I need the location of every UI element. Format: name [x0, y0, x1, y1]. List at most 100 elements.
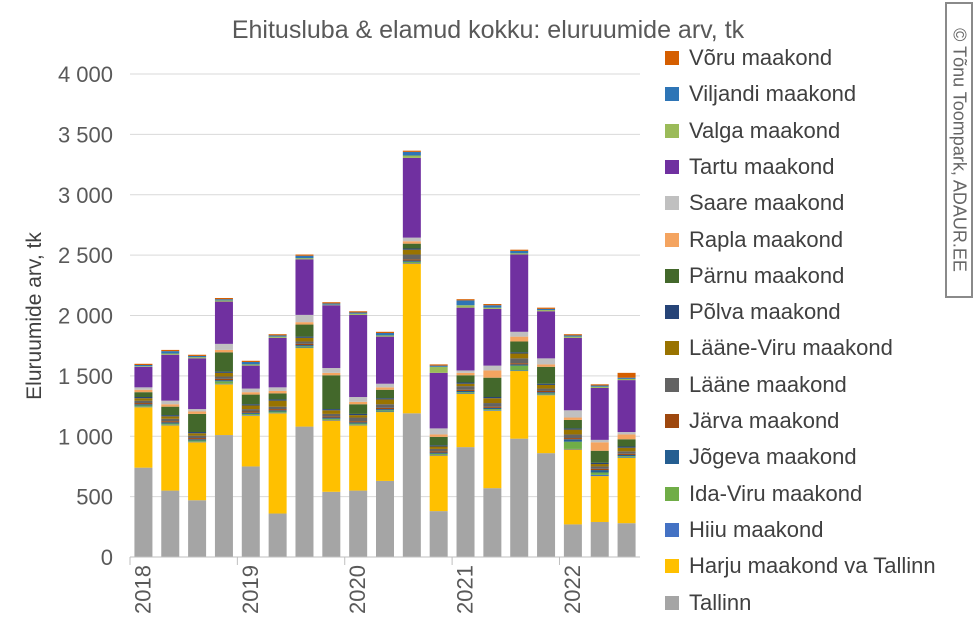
bar-segment — [402, 155, 421, 158]
bar-segment — [429, 436, 448, 446]
bar-segment — [134, 365, 153, 367]
bar-segment — [402, 263, 421, 414]
bar-segment — [268, 409, 287, 411]
legend-label: Ida-Viru maakond — [689, 480, 863, 506]
bar-segment — [322, 491, 341, 557]
legend-item: Rapla maakond — [665, 227, 843, 252]
legend-label: Harju maakond va Tallinn — [689, 553, 936, 579]
chart-title: Ehitusluba & elamud kokku: eluruumide ar… — [232, 16, 745, 44]
bar-segment — [295, 347, 314, 349]
bar-segment — [590, 474, 609, 477]
bar-segment — [429, 446, 448, 449]
bar-segment — [134, 366, 153, 388]
bar-segment — [161, 400, 180, 405]
bar-segment — [214, 297, 233, 300]
bar-segment — [617, 447, 636, 452]
bar-segment — [134, 407, 153, 468]
bar-segment — [295, 324, 314, 337]
bar-segment — [510, 249, 529, 251]
bar-segment — [483, 397, 502, 399]
bar-segment — [617, 432, 636, 435]
bar-segment — [483, 304, 502, 306]
bar-segment — [134, 366, 153, 367]
bar-segment — [537, 395, 556, 454]
bar-segment — [483, 370, 502, 378]
bar-segment — [214, 381, 233, 384]
bar-segment — [188, 441, 207, 443]
bar-segment — [590, 439, 609, 443]
legend-label: Valga maakond — [689, 117, 841, 143]
bar-segment — [537, 310, 556, 312]
bar-segment — [456, 300, 475, 306]
bar-segment — [349, 421, 368, 423]
legend-label: Lääne-Viru maakond — [689, 335, 893, 361]
bar-segment — [376, 398, 394, 400]
bar-segment — [376, 404, 394, 408]
legend-label: Järva maakond — [689, 408, 840, 433]
bar-stack — [590, 384, 609, 557]
bar-segment — [402, 150, 421, 152]
bar-segment — [617, 439, 636, 447]
bar-segment — [537, 394, 556, 396]
bar-segment — [456, 299, 475, 301]
bar-segment — [214, 384, 233, 436]
bar-segment — [134, 392, 153, 398]
bar-segment — [402, 248, 421, 250]
bar-segment — [349, 397, 368, 402]
bar-segment — [295, 341, 314, 344]
bar-segment — [188, 438, 207, 440]
bar-stack — [617, 372, 636, 557]
bar-stacks — [134, 150, 636, 557]
bar-segment — [456, 386, 475, 390]
bar-segment — [188, 435, 207, 439]
bar-segment — [161, 353, 180, 355]
bar-segment — [349, 313, 368, 315]
bar-segment — [295, 345, 314, 347]
bar-stack — [268, 334, 287, 557]
bar-segment — [268, 413, 287, 514]
bar-segment — [483, 308, 502, 366]
bar-segment — [537, 393, 556, 395]
bar-segment — [295, 426, 314, 557]
bar-segment — [295, 343, 314, 346]
bar-segment — [563, 449, 582, 525]
bar-segment — [161, 351, 180, 354]
bar-segment — [402, 260, 421, 262]
legend-item: Tallinn — [665, 590, 751, 615]
bar-segment — [590, 442, 609, 451]
bar-segment — [241, 361, 260, 365]
bar-segment — [402, 259, 421, 261]
bar-segment — [402, 241, 421, 244]
bar-segment — [188, 439, 207, 441]
x-axis — [129, 556, 640, 565]
x-tick-label: 2018 — [130, 565, 155, 614]
bar-segment — [188, 357, 207, 359]
legend-swatch — [665, 450, 679, 465]
bar-segment — [322, 410, 341, 414]
bar-segment — [563, 337, 582, 411]
y-tick-label: 2 500 — [58, 243, 113, 268]
bar-segment — [376, 410, 394, 412]
bar-stack — [214, 297, 233, 557]
bar-segment — [510, 370, 529, 372]
x-tick-label: 2019 — [238, 565, 263, 614]
bar-segment — [376, 389, 394, 399]
bar-segment — [429, 448, 448, 452]
bar-segment — [537, 390, 556, 393]
bar-stack — [134, 363, 153, 557]
bar-segment — [376, 411, 394, 413]
bar-segment — [322, 304, 341, 306]
bar-segment — [510, 438, 529, 557]
legend-item: Tartu maakond — [665, 154, 835, 179]
bar-segment — [349, 314, 368, 398]
bar-segment — [214, 352, 233, 372]
bar-segment — [268, 335, 287, 337]
legend-item: Harju maakond va Tallinn — [665, 553, 936, 579]
bar-segment — [563, 410, 582, 418]
legend-swatch — [665, 51, 679, 65]
legend-swatch — [665, 159, 679, 174]
legend-label: Saare maakond — [689, 190, 845, 216]
bar-segment — [483, 398, 502, 404]
y-axis-label: Eluruumide arv, tk — [23, 232, 46, 400]
y-tick-label: 1 000 — [58, 424, 113, 449]
